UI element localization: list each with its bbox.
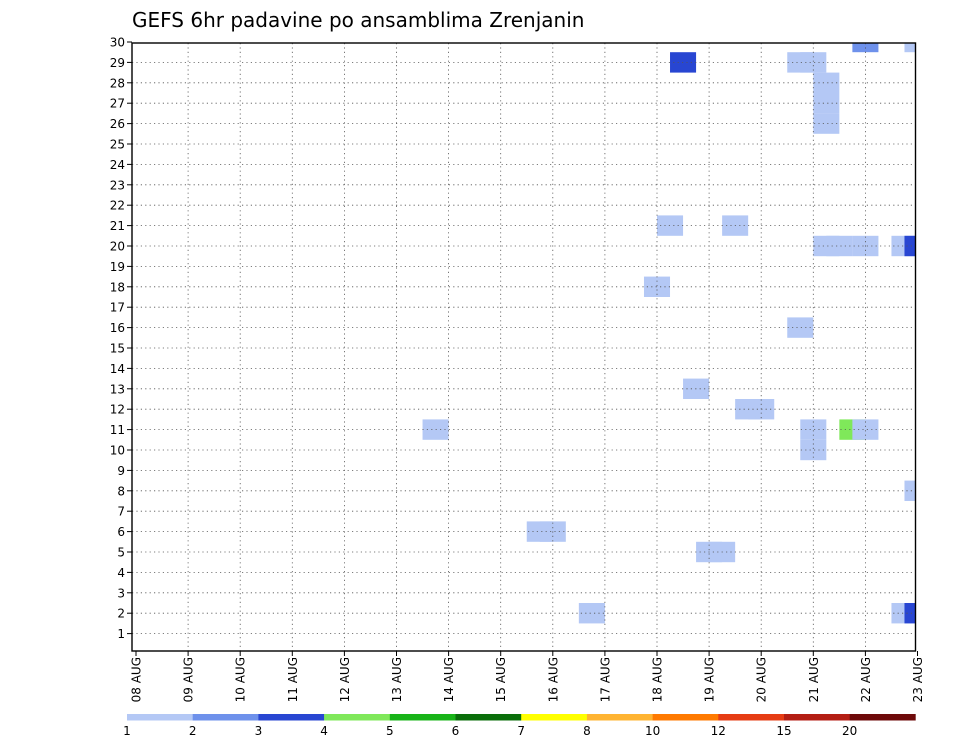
colorbar-swatch	[192, 714, 259, 721]
y-tick-label: 28	[110, 76, 125, 90]
precip-cell	[657, 215, 684, 236]
precip-cell	[904, 480, 916, 501]
colorbar-tick-label: 15	[776, 724, 791, 738]
colorbar-tick-label: 7	[517, 724, 525, 738]
x-tick-label: 16 AUG	[546, 657, 560, 702]
colorbar-swatch	[652, 714, 719, 721]
y-tick-label: 16	[110, 321, 125, 335]
x-tick-label: 10 AUG	[234, 657, 248, 702]
colorbar-tick-label: 20	[842, 724, 857, 738]
colorbar-swatch	[586, 714, 653, 721]
x-tick-label: 12 AUG	[338, 657, 352, 702]
y-tick-label: 30	[110, 36, 125, 50]
precip-cell	[904, 603, 916, 624]
colorbar-swatch	[718, 714, 785, 721]
precip-cell	[787, 317, 814, 338]
x-tick-label: 08 AUG	[130, 657, 144, 702]
colorbar-tick-label: 10	[645, 724, 660, 738]
y-tick-label: 11	[110, 423, 125, 437]
precip-cell	[904, 235, 916, 257]
x-tick-label: 18 AUG	[651, 657, 665, 702]
y-tick-label: 27	[110, 97, 125, 111]
colorbar-tick-label: 5	[386, 724, 394, 738]
y-tick-label: 19	[110, 260, 125, 274]
y-tick-label: 29	[110, 56, 125, 70]
precip-cell	[800, 52, 827, 73]
colorbar-tick-label: 6	[452, 724, 460, 738]
colorbar-swatch	[127, 714, 193, 721]
colorbar-tick-label: 1	[123, 724, 131, 738]
precip-cell	[852, 419, 879, 440]
precip-cell	[643, 276, 671, 297]
colorbar-tick-label: 8	[583, 724, 591, 738]
x-tick-label: 14 AUG	[442, 657, 456, 702]
precip-cell	[813, 113, 840, 134]
precip-cell	[826, 235, 853, 257]
y-tick-label: 20	[110, 240, 125, 254]
y-tick-label: 2	[117, 607, 125, 621]
x-tick-label: 15 AUG	[494, 657, 508, 702]
colorbar-tick-label: 12	[711, 724, 726, 738]
y-tick-label: 10	[110, 444, 125, 458]
precip-cell	[904, 43, 916, 53]
y-tick-label: 23	[110, 178, 125, 192]
x-tick-label: 13 AUG	[390, 657, 404, 702]
y-tick-label: 26	[110, 117, 125, 131]
y-tick-label: 17	[110, 301, 125, 315]
colorbar-swatch	[324, 714, 391, 721]
colorbar-swatch	[849, 714, 916, 721]
y-tick-label: 3	[117, 586, 125, 600]
x-tick-label: 11 AUG	[286, 657, 300, 702]
x-tick-label: 20 AUG	[755, 657, 769, 702]
y-tick-label: 1	[117, 627, 125, 641]
y-tick-label: 15	[110, 342, 125, 356]
colorbar: 1 2 3 4 5 6 7 8 10 12 15 20	[123, 714, 916, 738]
colorbar-swatch	[455, 714, 522, 721]
y-tick-label: 5	[117, 546, 125, 560]
y-tick-label: 6	[117, 525, 125, 539]
y-tick-label: 8	[117, 484, 125, 498]
y-axis: 1234567891011121314151617181920212223242…	[110, 36, 132, 641]
x-tick-label: 22 AUG	[859, 657, 873, 702]
colorbar-swatch	[784, 714, 850, 721]
x-tick-label: 17 AUG	[598, 657, 612, 702]
colorbar-swatch	[521, 714, 588, 721]
precip-cell	[813, 93, 840, 114]
x-tick-label: 09 AUG	[182, 657, 196, 702]
y-tick-label: 12	[110, 403, 125, 417]
precip-cell	[578, 603, 605, 624]
precip-cell	[813, 72, 840, 93]
grid-layer	[132, 43, 916, 651]
precip-cell	[422, 419, 449, 440]
colorbar-swatch	[258, 714, 325, 721]
x-tick-label: 23 AUG	[911, 657, 925, 702]
y-tick-label: 14	[110, 362, 125, 376]
x-tick-label: 19 AUG	[703, 657, 717, 702]
x-tick-label: 21 AUG	[807, 657, 821, 702]
y-tick-label: 7	[117, 505, 125, 519]
colorbar-tick-label: 4	[320, 724, 328, 738]
colorbar-tick-label: 3	[255, 724, 263, 738]
precip-cell	[800, 439, 827, 461]
colorbar-swatch	[389, 714, 456, 721]
y-tick-label: 25	[110, 138, 125, 152]
y-tick-label: 22	[110, 199, 125, 213]
chart-title: GEFS 6hr padavine po ansamblima Zrenjani…	[132, 8, 584, 32]
colorbar-tick-label: 2	[189, 724, 197, 738]
plot-frame	[131, 42, 917, 652]
y-tick-label: 13	[110, 382, 125, 396]
cells-layer	[422, 43, 916, 624]
y-tick-label: 9	[117, 464, 125, 478]
y-tick-label: 24	[110, 158, 125, 172]
precip-cell	[800, 419, 827, 440]
y-tick-label: 21	[110, 219, 125, 233]
x-axis: 08 AUG 09 AUG 10 AUG 11 AUG 12 AUG 13 AUG 14 A…	[130, 651, 925, 702]
y-tick-label: 18	[110, 280, 125, 294]
y-tick-label: 4	[117, 566, 125, 580]
